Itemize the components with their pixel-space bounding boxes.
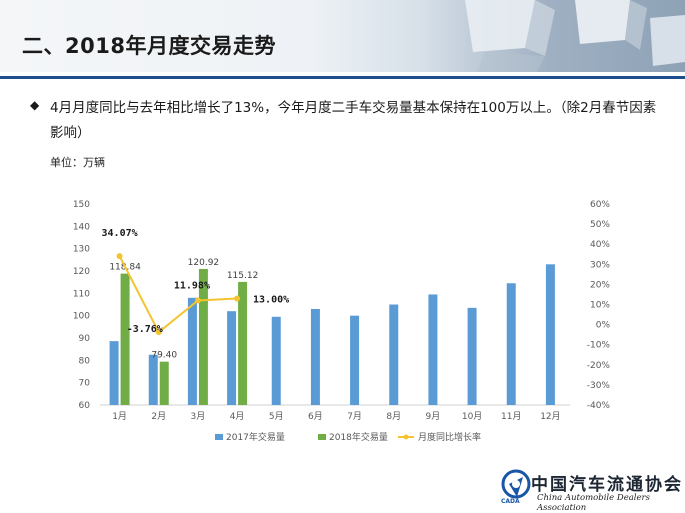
bar-2017-2 bbox=[148, 354, 158, 405]
page-title: 二、2018年月度交易走势 bbox=[22, 34, 276, 58]
x-tick-label: 12月 bbox=[540, 411, 560, 422]
monthly-volume-chart: 60 70 80 90 100 110 120 130 140 150 -40% -30% -20% -1… bbox=[73, 200, 611, 443]
title-divider bbox=[0, 76, 685, 79]
x-tick-label: 3月 bbox=[191, 411, 206, 422]
y-left-tick-label: 70 bbox=[79, 379, 91, 389]
y-right-tick-label: 50% bbox=[590, 220, 610, 230]
bar-2017-6 bbox=[310, 308, 320, 405]
header-band bbox=[0, 0, 685, 72]
growth-rate-point bbox=[194, 297, 201, 304]
x-tick-label: 4月 bbox=[230, 411, 245, 422]
y-left-tick-label: 90 bbox=[79, 334, 91, 344]
growth-rate-point bbox=[234, 295, 241, 302]
y-left-tick-label: 60 bbox=[79, 401, 91, 411]
y-right-tick-label: -40% bbox=[587, 401, 611, 411]
x-tick-label: 5月 bbox=[269, 411, 284, 422]
x-tick-label: 9月 bbox=[426, 411, 441, 422]
bar-2018-2 bbox=[159, 361, 169, 405]
growth-rate-data-label: 13.00% bbox=[253, 294, 289, 305]
y-right-tick-label: -20% bbox=[587, 361, 611, 371]
cada-emblem-icon bbox=[501, 469, 531, 499]
y-left-tick-label: 110 bbox=[73, 289, 90, 299]
legend-label: 月度同比增长率 bbox=[418, 431, 481, 443]
y-right-tick-label: 0% bbox=[596, 321, 611, 331]
y-left-tick-label: 130 bbox=[73, 245, 90, 255]
diamond-bullet-icon: ◆ bbox=[30, 98, 40, 112]
growth-rate-point bbox=[155, 329, 162, 336]
x-tick-label: 6月 bbox=[308, 411, 323, 422]
logo-abbr: CADA bbox=[501, 498, 520, 505]
y-left-tick-label: 140 bbox=[73, 222, 90, 232]
unit-label: 单位：万辆 bbox=[50, 156, 105, 169]
growth-rate-data-label: -3.76% bbox=[127, 324, 163, 335]
bar-2017-11 bbox=[506, 283, 516, 405]
growth-rate-point bbox=[116, 253, 123, 260]
y-right-tick-label: -10% bbox=[587, 341, 611, 351]
bar-2017-9 bbox=[428, 294, 438, 405]
x-tick-label: 8月 bbox=[386, 411, 401, 422]
legend-swatch bbox=[318, 434, 326, 440]
legend-swatch bbox=[215, 434, 223, 440]
x-tick-label: 10月 bbox=[462, 411, 482, 422]
x-tick-label: 1月 bbox=[112, 411, 127, 422]
bar-2017-4 bbox=[227, 311, 237, 405]
y-left-tick-label: 120 bbox=[73, 267, 90, 277]
y-right-tick-label: 60% bbox=[590, 200, 610, 210]
legend-marker bbox=[403, 434, 409, 440]
y-left-tick-label: 150 bbox=[73, 200, 90, 210]
bar-2018-data-label: 115.12 bbox=[227, 271, 259, 281]
y-left-tick-label: 80 bbox=[79, 356, 91, 366]
bar-2017-12 bbox=[545, 264, 555, 405]
legend-label: 2017年交易量 bbox=[226, 431, 285, 443]
decorative-cubes-image bbox=[465, 0, 685, 72]
bar-2017-1 bbox=[109, 341, 119, 405]
cada-logo: 中国汽车流通协会 China Automobile Dealers Associ… bbox=[497, 467, 685, 513]
y-left-tick-label: 100 bbox=[73, 312, 90, 322]
x-tick-label: 7月 bbox=[347, 411, 362, 422]
y-right-tick-label: 40% bbox=[590, 240, 610, 250]
legend-label: 2018年交易量 bbox=[329, 431, 388, 443]
logo-name-en: China Automobile Dealers Association bbox=[537, 493, 650, 513]
growth-rate-line bbox=[118, 255, 238, 334]
growth-rate-data-label: 11.98% bbox=[174, 281, 210, 292]
growth-rate-data-label: 34.07% bbox=[102, 228, 138, 239]
y-right-tick-label: 10% bbox=[590, 301, 610, 311]
y-right-tick-label: -30% bbox=[587, 381, 611, 391]
bullet-text: 4月月度同比与去年相比增长了13%，今年月度二手车交易量基本保持在100万以上。… bbox=[50, 100, 657, 141]
bar-2018-data-label: 120.92 bbox=[188, 258, 220, 268]
x-tick-label: 2月 bbox=[151, 411, 166, 422]
bar-2018-1 bbox=[120, 273, 130, 405]
y-right-tick-label: 20% bbox=[590, 280, 610, 290]
bar-2017-7 bbox=[350, 315, 360, 405]
bar-2017-3 bbox=[187, 297, 197, 405]
bar-2018-3 bbox=[198, 268, 208, 405]
x-tick-label: 11月 bbox=[501, 411, 521, 422]
bar-2017-5 bbox=[271, 316, 281, 405]
bar-2018-data-label: 79.40 bbox=[151, 351, 177, 361]
bar-2018-4 bbox=[238, 281, 248, 405]
bar-2017-10 bbox=[467, 307, 477, 405]
logo-name-cn: 中国汽车流通协会 bbox=[531, 475, 683, 495]
bar-2017-8 bbox=[389, 304, 399, 405]
y-right-tick-label: 30% bbox=[590, 260, 610, 270]
